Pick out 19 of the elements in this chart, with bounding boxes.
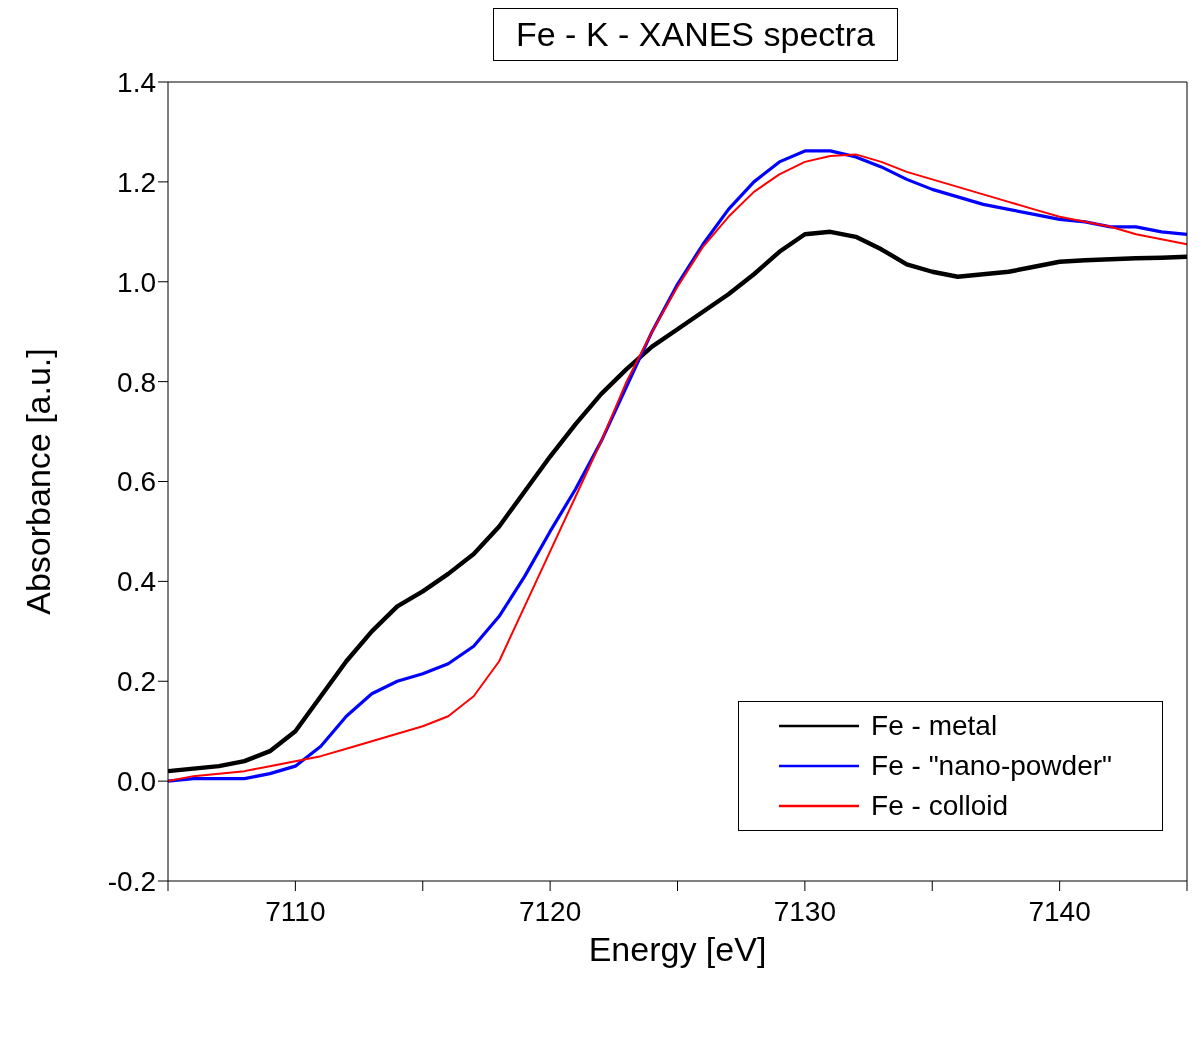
y-tick-label: 1.0: [117, 266, 156, 298]
y-tick-label: 0.6: [117, 466, 156, 498]
y-tick-label: 0.4: [117, 566, 156, 598]
y-tick-label: 1.4: [117, 66, 156, 98]
x-tick-label: 7140: [1028, 895, 1091, 927]
y-tick-label: 0.0: [117, 766, 156, 798]
legend-label: Fe - "nano-powder": [871, 749, 1112, 783]
x-tick-label: 7120: [518, 895, 582, 927]
y-tick-label: 1.2: [117, 166, 156, 198]
legend-label: Fe - colloid: [871, 789, 1009, 823]
x-axis-title: Energy [eV]: [588, 930, 767, 968]
legend-label: Fe - metal: [871, 709, 998, 743]
x-tick-label: 7130: [773, 895, 837, 927]
y-tick-label: 0.8: [117, 366, 156, 398]
y-axis-title: Absorbance [a.u.]: [19, 348, 58, 615]
y-tick-label: 0.2: [117, 666, 156, 698]
y-tick-label: -0.2: [107, 865, 156, 897]
x-tick-label: 7110: [265, 895, 326, 927]
chart-title: Fe - K - XANES spectra: [493, 8, 898, 61]
